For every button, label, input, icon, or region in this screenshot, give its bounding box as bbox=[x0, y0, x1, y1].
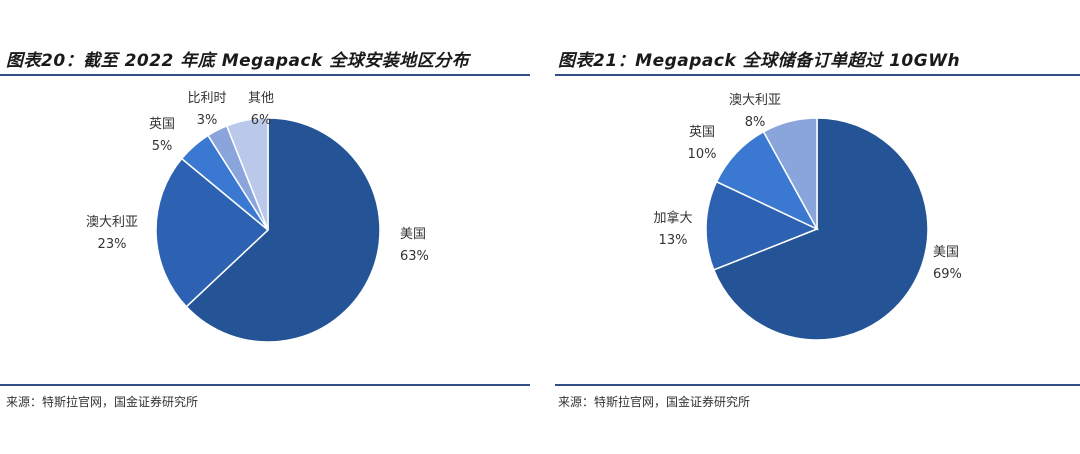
slice-label: 其他 bbox=[248, 91, 274, 106]
chart-title: 图表21：Megapack 全球储备订单超过 10GWh bbox=[558, 51, 961, 71]
slice-label: 英国 bbox=[689, 125, 715, 140]
pie-slice bbox=[185, 117, 381, 343]
source-divider bbox=[0, 384, 530, 386]
slice-value-label: 5% bbox=[152, 139, 173, 154]
pie-slice bbox=[712, 117, 929, 341]
slice-value-label: 6% bbox=[251, 113, 272, 128]
slice-value-label: 10% bbox=[688, 147, 717, 162]
slice-label: 英国 bbox=[149, 117, 175, 132]
source-divider bbox=[555, 384, 1080, 386]
slice-value-label: 3% bbox=[197, 113, 218, 128]
slice-label: 澳大利亚 bbox=[86, 214, 138, 230]
chart-source: 来源：特斯拉官网，国金证券研究所 bbox=[6, 395, 199, 409]
slice-value-label: 23% bbox=[98, 237, 127, 252]
slice-value-label: 13% bbox=[659, 233, 688, 248]
pie-chart-installations: 美国 63% 澳大利亚 23% 英国 5% 比利时 3% 其他 6% bbox=[86, 91, 429, 343]
slice-label: 美国 bbox=[933, 245, 959, 260]
pie-slice bbox=[225, 117, 269, 231]
pie-slice bbox=[705, 180, 819, 271]
slice-label: 美国 bbox=[400, 227, 426, 242]
pie-slice bbox=[762, 117, 818, 230]
slice-value-label: 69% bbox=[933, 267, 962, 282]
slice-value-label: 63% bbox=[400, 249, 429, 264]
pie-slice bbox=[155, 157, 270, 308]
pie-chart-orders: 美国 69% 加拿大 13% 英国 10% 澳大利亚 8% bbox=[653, 92, 962, 341]
chart-panel-left: 图表20：截至 2022 年底 Megapack 全球安装地区分布 美国 63% 澳… bbox=[0, 0, 530, 454]
slice-label: 比利时 bbox=[187, 91, 226, 106]
chart-title: 图表20：截至 2022 年底 Megapack 全球安装地区分布 bbox=[6, 51, 470, 71]
title-divider bbox=[0, 74, 530, 76]
slice-value-label: 8% bbox=[745, 115, 766, 130]
title-divider bbox=[555, 74, 1080, 76]
slice-label: 澳大利亚 bbox=[729, 92, 781, 108]
chart-panel-right: 图表21：Megapack 全球储备订单超过 10GWh 美国 69% 加拿大 13%… bbox=[555, 0, 1080, 454]
chart-source: 来源：特斯拉官网，国金证券研究所 bbox=[558, 395, 751, 409]
slice-label: 加拿大 bbox=[653, 210, 692, 226]
